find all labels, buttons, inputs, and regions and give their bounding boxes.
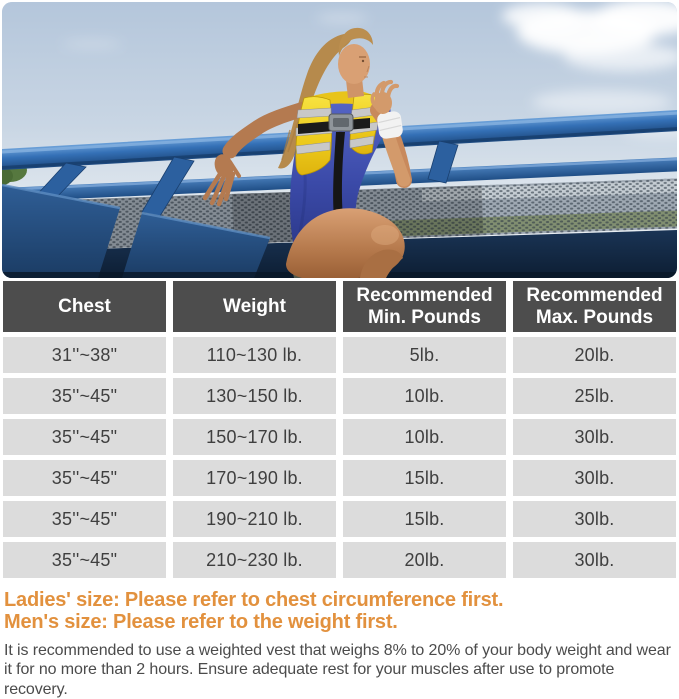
back-hand [214, 154, 234, 178]
table-cell: 25lb. [513, 378, 676, 414]
table-cell: 170~190 lb. [173, 460, 336, 496]
table-cell: 110~130 lb. [173, 337, 336, 373]
cloud [316, 13, 368, 23]
table-cell: 130~150 lb. [173, 378, 336, 414]
usage-disclaimer: It is recommended to use a weighted vest… [4, 641, 675, 699]
strap-buckle-inner [333, 118, 349, 127]
table-cell: 30lb. [513, 542, 676, 578]
slab-panel [2, 185, 120, 278]
col-header-weight: Weight [173, 281, 336, 332]
face-hints [359, 56, 370, 78]
weighted-vest [295, 91, 385, 220]
col-header-max-pounds: Recommended Max. Pounds [513, 281, 676, 332]
bridge-slab-panels [2, 183, 271, 278]
size-chart-table: Chest Weight Recommended Min. Pounds Rec… [3, 281, 676, 578]
table-cell: 5lb. [343, 337, 506, 373]
runner [202, 27, 412, 278]
table-cell: 10lb. [343, 378, 506, 414]
ladies-size-note: Ladies' size: Please refer to chest circ… [4, 589, 504, 611]
rail-brackets [33, 140, 459, 217]
knee-highlight [371, 225, 399, 245]
disclaimer-line-1: It is recommended to use a weighted vest… [4, 641, 671, 659]
wristband [377, 111, 403, 139]
col-header-min-pounds: Recommended Min. Pounds [343, 281, 506, 332]
table-cell: 15lb. [343, 460, 506, 496]
table-cell: 35''~45" [3, 419, 166, 455]
table-cell: 210~230 lb. [173, 542, 336, 578]
hero-photo [2, 2, 677, 278]
cloud [564, 43, 677, 71]
table-cell: 35''~45" [3, 501, 166, 537]
dangling-strap [333, 132, 345, 217]
runner-back-arm [222, 100, 315, 159]
cloud [62, 39, 122, 49]
table-cell: 35''~45" [3, 378, 166, 414]
table-cell: 35''~45" [3, 542, 166, 578]
table-cell: 30lb. [513, 460, 676, 496]
table-cell: 20lb. [513, 337, 676, 373]
sizing-notes: Ladies' size: Please refer to chest circ… [0, 589, 679, 699]
runner-shin [360, 249, 403, 278]
table-cell: 150~170 lb. [173, 419, 336, 455]
rail-bracket [427, 140, 459, 184]
table-cell: 30lb. [513, 419, 676, 455]
table-cell: 35''~45" [3, 460, 166, 496]
cloud [532, 90, 672, 114]
table-cell: 15lb. [343, 501, 506, 537]
cloud [593, 2, 677, 36]
mens-size-note: Men's size: Please refer to the weight f… [4, 611, 398, 634]
runner-head [338, 44, 370, 84]
slab-panel [122, 213, 270, 278]
disclaimer-line-2: it for no more than 2 hours. Ensure adeq… [4, 661, 615, 698]
hair-strands [281, 121, 299, 161]
table-cell: 20lb. [343, 542, 506, 578]
table-cell: 190~210 lb. [173, 501, 336, 537]
cloud [502, 3, 582, 29]
bridge-runner-illustration [2, 2, 677, 278]
hair-crown [338, 27, 373, 56]
table-cell: 30lb. [513, 501, 676, 537]
table-cell: 31''~38" [3, 337, 166, 373]
back-hand-fingers [202, 160, 241, 207]
front-hand-fingers [370, 79, 400, 109]
col-header-chest: Chest [3, 281, 166, 332]
table-cell: 10lb. [343, 419, 506, 455]
